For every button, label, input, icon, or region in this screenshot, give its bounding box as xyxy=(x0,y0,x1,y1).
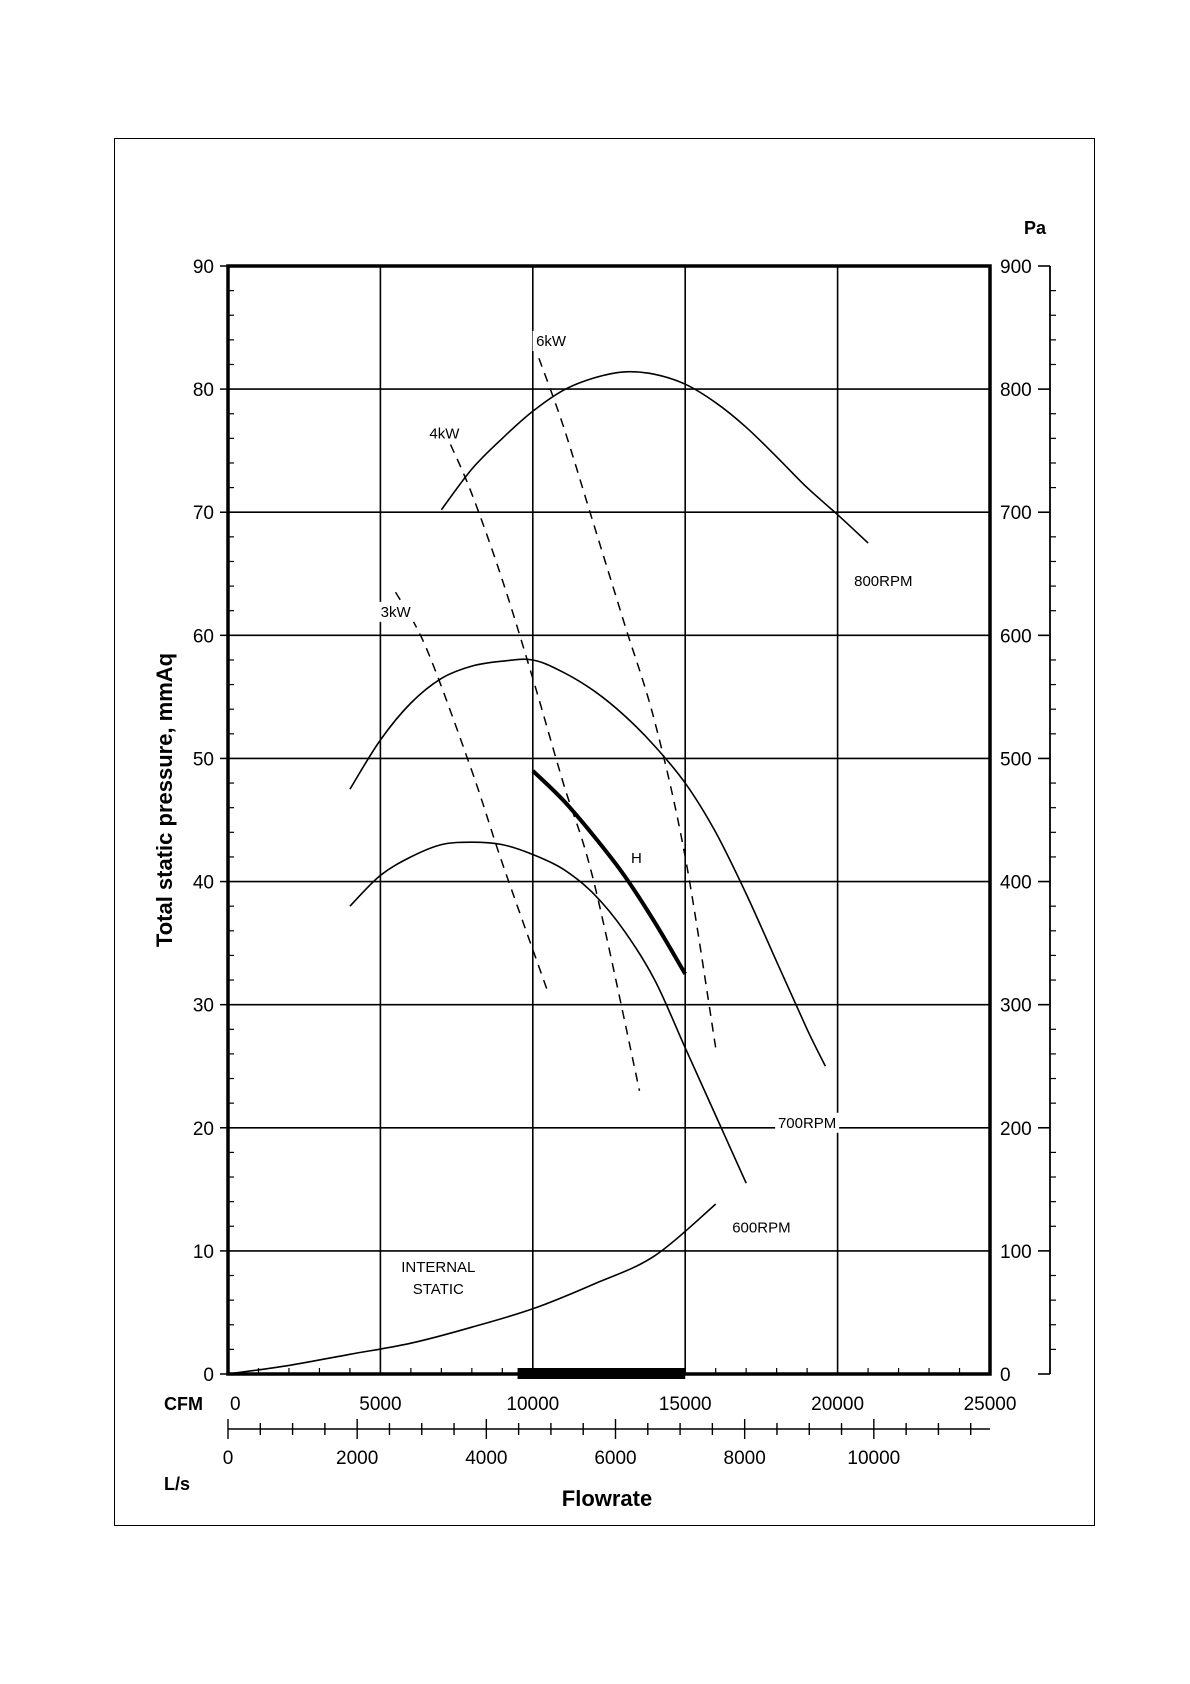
y-tick-label: 80 xyxy=(193,380,214,401)
annotation-label: 700RPM xyxy=(778,1115,836,1132)
y-tick-label: 90 xyxy=(193,257,214,278)
curve-600rpm xyxy=(349,841,747,1184)
y2-tick-label: 300 xyxy=(1000,996,1032,1017)
annotation-backing xyxy=(775,1112,840,1133)
y2-tick-label: 100 xyxy=(1000,1242,1032,1263)
y-tick-label: 20 xyxy=(193,1119,214,1140)
y2-tick-label: 200 xyxy=(1000,1119,1032,1140)
y-tick-label: 50 xyxy=(193,749,214,770)
x-unit-cfm-label: CFM xyxy=(164,1394,203,1414)
annotation-backing xyxy=(425,423,463,444)
x-tick-ls-label: 0 xyxy=(223,1448,234,1469)
curve-6kw xyxy=(538,358,717,1048)
y-tick-label: 0 xyxy=(203,1365,214,1386)
grid xyxy=(228,266,990,1374)
y-tick-label: 60 xyxy=(193,626,214,647)
y2-tick-label: 900 xyxy=(1000,257,1032,278)
y2-tick-label: 700 xyxy=(1000,503,1032,524)
curve-3kw xyxy=(394,591,549,993)
y2-tick-label: 0 xyxy=(1000,1365,1011,1386)
x-tick-ls-label: 4000 xyxy=(465,1448,507,1469)
x-tick-cfm-label: 10000 xyxy=(506,1394,559,1415)
y2-tick-label: 500 xyxy=(1000,749,1032,770)
x-tick-cfm-label: 20000 xyxy=(811,1394,864,1415)
annotation-label: 4kW xyxy=(429,425,460,442)
annotation-label: H xyxy=(631,850,642,867)
annotation-backing xyxy=(626,848,646,869)
x-tick-cfm-label: 15000 xyxy=(659,1394,712,1415)
x-tick-cfm-label: 25000 xyxy=(964,1394,1017,1415)
x-tick-ls-label: 2000 xyxy=(336,1448,378,1469)
x-unit-ls-label: L/s xyxy=(164,1474,190,1494)
figure-frame xyxy=(114,138,1095,1526)
x-tick-ls-label: 6000 xyxy=(594,1448,636,1469)
curve-h xyxy=(531,769,687,975)
annotation-backing xyxy=(406,1278,471,1299)
axes xyxy=(220,264,1056,1439)
curve-700rpm xyxy=(349,658,827,1067)
x-tick-ls-label: 8000 xyxy=(724,1448,766,1469)
annotation-label: 3kW xyxy=(381,604,412,621)
annotation-label: 6kW xyxy=(536,333,567,350)
annotation-label: 800RPM xyxy=(854,573,912,590)
y-axis-title: Total static pressure, mmAq xyxy=(152,653,177,947)
y2-unit-label: Pa xyxy=(1024,218,1047,238)
y-tick-label: 10 xyxy=(193,1242,214,1263)
x-tick-cfm-label: 5000 xyxy=(359,1394,401,1415)
curve-800rpm xyxy=(440,370,869,544)
curve-internal-static xyxy=(227,1203,717,1375)
annotation-label: 600RPM xyxy=(732,1219,790,1236)
x-axis-title: Flowrate xyxy=(562,1486,652,1511)
y2-tick-label: 800 xyxy=(1000,380,1032,401)
y2-tick-label: 400 xyxy=(1000,873,1032,894)
annotation-backing xyxy=(729,1217,794,1238)
curve-4kw xyxy=(449,444,641,1091)
y-tick-label: 30 xyxy=(193,996,214,1017)
annotation-backing xyxy=(397,1256,480,1277)
y2-tick-label: 600 xyxy=(1000,626,1032,647)
annotation-label: STATIC xyxy=(413,1281,464,1298)
x-tick-cfm-label: 0 xyxy=(230,1394,241,1415)
annotation-backing xyxy=(532,331,570,352)
y-tick-label: 70 xyxy=(193,503,214,524)
plot-frame xyxy=(226,264,992,1376)
curves xyxy=(227,358,869,1375)
annotation-label: INTERNAL xyxy=(401,1259,475,1276)
annotation-backing xyxy=(377,601,415,622)
x-tick-ls-label: 10000 xyxy=(847,1448,900,1469)
labels: 0102030405060708090010020030040050060070… xyxy=(193,257,1032,1469)
annotation-backing xyxy=(851,571,916,592)
y-tick-label: 40 xyxy=(193,873,214,894)
